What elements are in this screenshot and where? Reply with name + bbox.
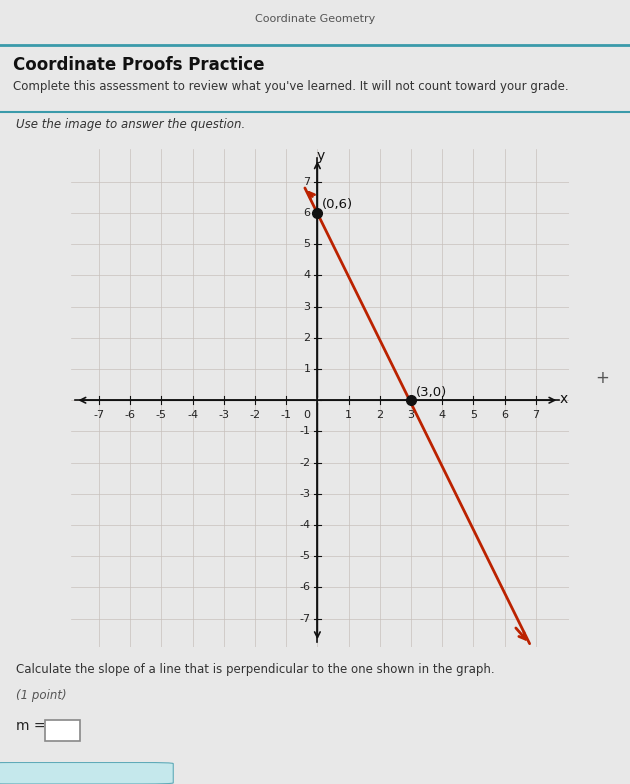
Text: Complete this assessment to review what you've learned. It will not count toward: Complete this assessment to review what …	[13, 80, 568, 93]
Text: -7: -7	[93, 410, 105, 420]
Text: 2: 2	[376, 410, 384, 420]
Text: y: y	[317, 149, 325, 163]
Text: 2: 2	[304, 332, 311, 343]
Text: -5: -5	[156, 410, 167, 420]
Text: 6: 6	[501, 410, 508, 420]
Text: 7: 7	[304, 176, 311, 187]
Text: 6: 6	[304, 208, 311, 218]
Text: 7: 7	[532, 410, 539, 420]
Text: Use the image to answer the question.: Use the image to answer the question.	[16, 118, 245, 131]
Text: -1: -1	[299, 426, 311, 437]
Text: 1: 1	[345, 410, 352, 420]
Text: x: x	[559, 392, 568, 405]
Text: 1: 1	[304, 364, 311, 374]
Text: -2: -2	[249, 410, 261, 420]
Text: (3,0): (3,0)	[416, 386, 447, 398]
Text: 4: 4	[304, 270, 311, 281]
Text: -1: -1	[281, 410, 292, 420]
Text: 5: 5	[304, 239, 311, 249]
Text: -6: -6	[299, 583, 311, 593]
FancyBboxPatch shape	[45, 720, 80, 742]
Text: -4: -4	[187, 410, 198, 420]
Text: 4: 4	[438, 410, 446, 420]
Text: -2: -2	[299, 458, 311, 467]
Text: (0,6): (0,6)	[322, 198, 353, 212]
Text: -7: -7	[299, 614, 311, 624]
Text: (1 point): (1 point)	[16, 689, 66, 702]
FancyBboxPatch shape	[0, 763, 173, 784]
Text: +: +	[595, 369, 609, 387]
Text: Coordinate Proofs Practice: Coordinate Proofs Practice	[13, 56, 264, 74]
Text: 0: 0	[304, 410, 311, 420]
Text: 3: 3	[408, 410, 415, 420]
Text: -3: -3	[218, 410, 229, 420]
Text: Coordinate Geometry: Coordinate Geometry	[255, 14, 375, 24]
Text: 5: 5	[470, 410, 477, 420]
Text: 3: 3	[304, 302, 311, 311]
Text: Calculate the slope of a line that is perpendicular to the one shown in the grap: Calculate the slope of a line that is pe…	[16, 663, 495, 677]
Text: -3: -3	[299, 489, 311, 499]
Text: -6: -6	[125, 410, 135, 420]
Text: m =: m =	[16, 719, 45, 733]
Text: -5: -5	[299, 551, 311, 561]
Text: -4: -4	[299, 520, 311, 530]
